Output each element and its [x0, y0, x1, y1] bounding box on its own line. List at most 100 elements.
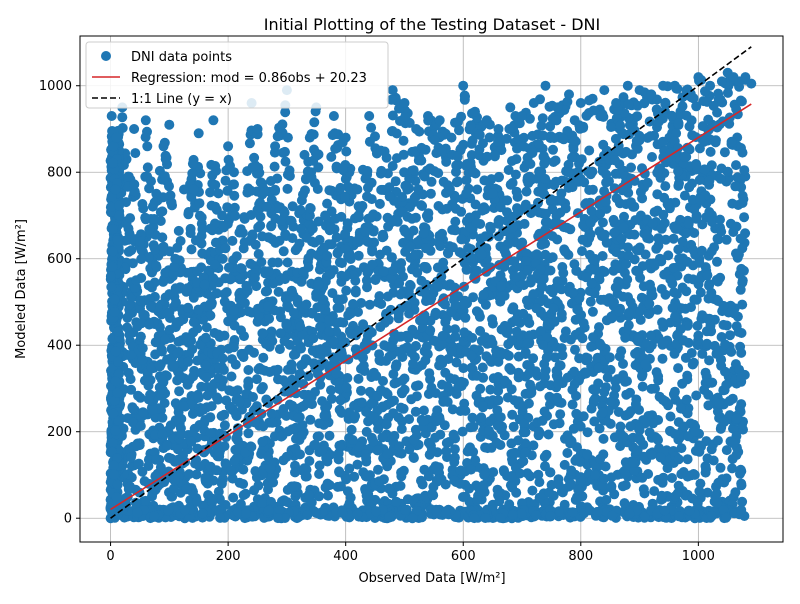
scatter-point — [371, 371, 381, 381]
scatter-point — [615, 351, 625, 361]
scatter-point — [172, 348, 182, 358]
scatter-point — [338, 164, 348, 174]
scatter-point — [409, 165, 419, 175]
scatter-point — [512, 187, 522, 197]
scatter-point — [241, 281, 251, 291]
scatter-point — [488, 189, 498, 199]
scatter-point — [298, 190, 308, 200]
scatter-point — [418, 314, 428, 324]
scatter-point — [511, 272, 521, 282]
scatter-point — [287, 359, 297, 369]
scatter-point — [519, 133, 529, 143]
scatter-point — [541, 365, 551, 375]
scatter-point — [626, 197, 636, 207]
scatter-point — [195, 461, 205, 471]
scatter-point — [412, 391, 422, 401]
scatter-point — [706, 288, 716, 298]
scatter-point — [466, 120, 476, 130]
scatter-point — [633, 267, 643, 277]
scatter-point — [314, 431, 324, 441]
scatter-point — [591, 385, 601, 395]
scatter-point — [314, 313, 324, 323]
scatter-point — [736, 348, 746, 358]
scatter-point — [110, 426, 120, 436]
scatter-point — [697, 349, 707, 359]
scatter-point — [276, 432, 286, 442]
scatter-point — [258, 328, 268, 338]
scatter-point — [540, 174, 550, 184]
scatter-point — [462, 265, 472, 275]
scatter-point — [107, 262, 117, 272]
scatter-point — [507, 305, 517, 315]
scatter-point — [606, 122, 616, 132]
scatter-point — [432, 508, 442, 518]
scatter-point — [624, 99, 634, 109]
scatter-point — [411, 341, 421, 351]
scatter-point — [697, 246, 707, 256]
scatter-point — [458, 363, 468, 373]
scatter-point — [694, 486, 704, 496]
scatter-point — [621, 390, 631, 400]
scatter-point — [405, 280, 415, 290]
scatter-point — [182, 283, 192, 293]
scatter-point — [362, 275, 372, 285]
scatter-point — [319, 411, 329, 421]
scatter-point — [303, 167, 313, 177]
scatter-point — [699, 385, 709, 395]
scatter-point — [441, 157, 451, 167]
scatter-point — [263, 302, 273, 312]
scatter-point — [554, 480, 564, 490]
scatter-point — [665, 274, 675, 284]
scatter-point — [443, 381, 453, 391]
scatter-point — [240, 298, 250, 308]
scatter-point — [732, 222, 742, 232]
scatter-point — [573, 305, 583, 315]
scatter-point — [207, 382, 217, 392]
scatter-point — [382, 246, 392, 256]
scatter-point — [441, 446, 451, 456]
scatter-point — [277, 119, 287, 129]
scatter-point — [236, 263, 246, 273]
scatter-point — [296, 360, 306, 370]
scatter-point — [111, 347, 121, 357]
scatter-point — [459, 327, 469, 337]
scatter-point — [456, 112, 466, 122]
scatter-point — [357, 398, 367, 408]
scatter-point — [525, 159, 535, 169]
scatter-point — [721, 380, 731, 390]
scatter-point — [201, 333, 211, 343]
scatter-point — [599, 387, 609, 397]
scatter-point — [730, 487, 740, 497]
scatter-point — [477, 249, 487, 259]
scatter-point — [725, 396, 735, 406]
scatter-point — [387, 217, 397, 227]
scatter-point — [210, 260, 220, 270]
scatter-point — [419, 416, 429, 426]
scatter-point — [499, 261, 509, 271]
scatter-point — [488, 338, 498, 348]
scatter-point — [590, 470, 600, 480]
scatter-point — [206, 428, 216, 438]
scatter-point — [108, 438, 118, 448]
scatter-point — [561, 326, 571, 336]
scatter-point — [450, 225, 460, 235]
scatter-point — [581, 272, 591, 282]
scatter-point — [140, 476, 150, 486]
scatter-point — [645, 131, 655, 141]
scatter-point — [342, 383, 352, 393]
scatter-point — [258, 382, 268, 392]
scatter-point — [157, 375, 167, 385]
scatter-point — [174, 226, 184, 236]
scatter-point — [674, 454, 684, 464]
scatter-point — [117, 112, 127, 122]
scatter-point — [417, 143, 427, 153]
scatter-point — [519, 419, 529, 429]
scatter-point — [251, 281, 261, 291]
scatter-point — [681, 286, 691, 296]
scatter-point — [332, 232, 342, 242]
scatter-point — [507, 410, 517, 420]
scatter-point — [456, 207, 466, 217]
scatter-point — [400, 505, 410, 515]
scatter-point — [456, 234, 466, 244]
scatter-point — [197, 508, 207, 518]
